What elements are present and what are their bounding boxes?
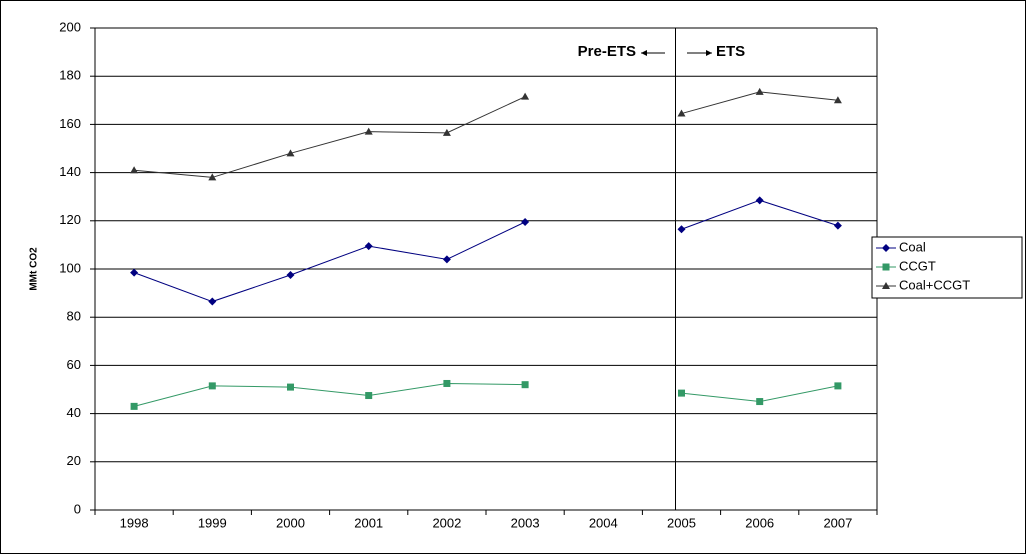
x-tick-label: 1998 [120,515,149,530]
y-tick-label: 160 [59,116,81,131]
data-point [521,381,529,389]
arrow-head [641,50,647,56]
legend-marker [882,263,890,271]
legend-marker [882,282,890,289]
y-tick-label: 100 [59,260,81,275]
data-point [443,379,451,387]
data-point [208,173,217,181]
y-tick-label: 20 [67,453,81,468]
data-point [287,383,294,391]
data-point [364,242,373,251]
x-tick-label: 2002 [432,515,461,530]
x-tick-label: 2006 [745,515,774,530]
annotation: Pre-ETS [578,43,636,60]
x-tick-label: 2004 [589,515,618,530]
y-tick-label: 80 [67,309,81,324]
legend-label: CCGT [899,258,936,273]
data-point [286,149,295,157]
x-tick-label: 2007 [823,515,852,530]
data-point [678,389,685,397]
data-point [677,225,686,234]
data-point [364,127,373,135]
arrow-head [706,50,712,56]
x-tick-label: 1999 [198,515,227,530]
annotation: ETS [716,43,745,60]
data-point [130,268,139,277]
y-tick-label: 60 [67,357,81,372]
data-point [286,271,295,280]
data-point [208,297,217,306]
y-tick-label: 40 [67,405,81,420]
x-tick-label: 2000 [276,515,305,530]
annotations: Pre-ETS ETS [578,43,746,60]
data-point [521,218,530,227]
y-tick-label: 120 [59,212,81,227]
x-tick-label: 2001 [354,515,383,530]
data-point [833,221,842,230]
legend-marker [882,244,890,252]
data-point [833,96,842,104]
x-tick-label: 2005 [667,515,696,530]
data-point [365,392,373,400]
y-axis-label: MMt CO2 [29,247,40,291]
y-tick-label: 140 [59,164,81,179]
y-tick-label: 180 [59,68,81,83]
data-point [677,109,686,117]
data-point [755,196,764,205]
data-point [834,382,842,390]
data-point [756,398,764,406]
y-tick-label: 0 [74,501,81,516]
y-tick-label: 200 [59,19,81,34]
data-point [521,92,530,100]
data-point [442,128,451,136]
data-point [130,402,138,410]
data-point [755,87,764,95]
data-point [208,382,216,390]
legend-label: Coal [899,239,926,254]
data-point [442,255,451,264]
x-tick-label: 2003 [511,515,540,530]
legend-label: Coal+CCGT [899,277,970,292]
data-point [130,166,139,174]
legend-box [871,236,1023,299]
